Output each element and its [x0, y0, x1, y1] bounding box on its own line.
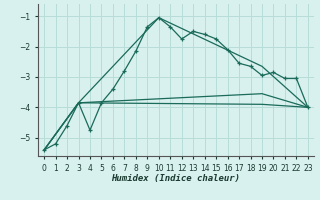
X-axis label: Humidex (Indice chaleur): Humidex (Indice chaleur): [111, 174, 241, 183]
